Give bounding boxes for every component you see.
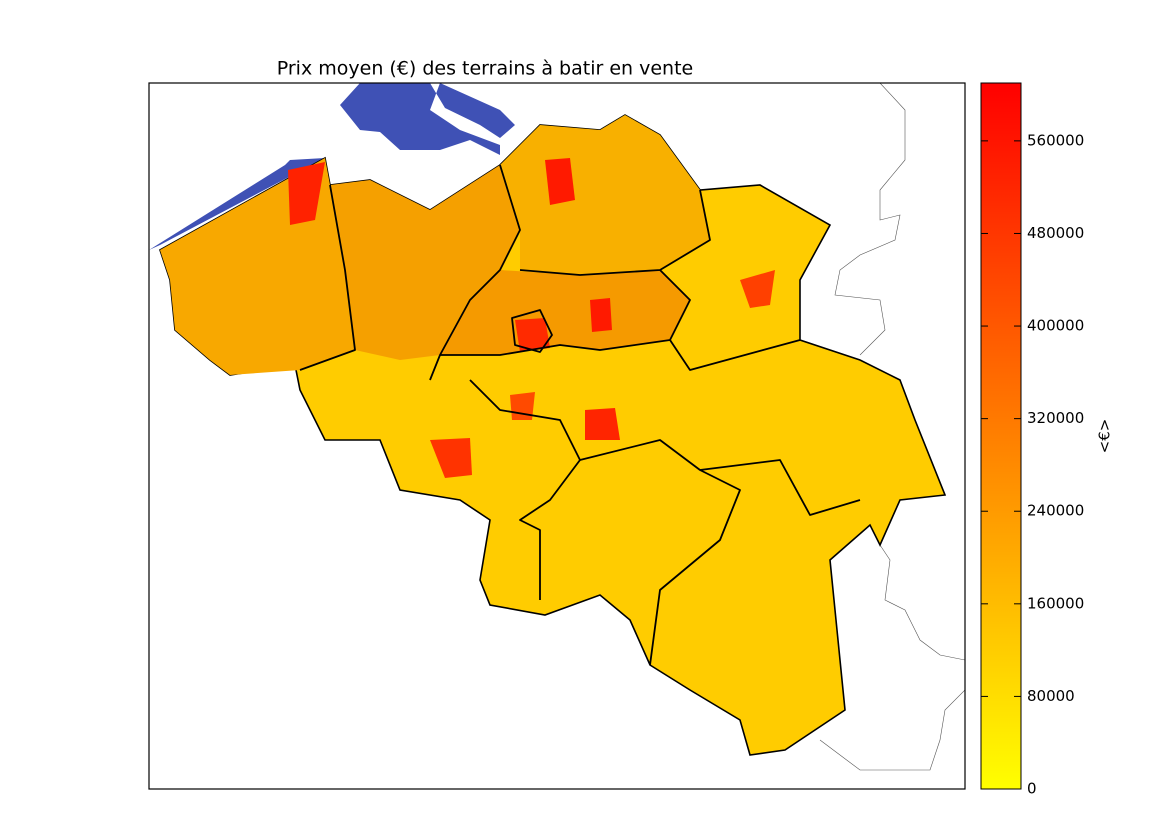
colorbar-tick-label: 160000 <box>1027 594 1084 612</box>
sea <box>149 83 515 250</box>
colorbar <box>980 82 1022 790</box>
border-fr <box>819 689 965 771</box>
map <box>149 83 965 771</box>
brabant <box>440 270 690 355</box>
flanders-east <box>330 165 520 360</box>
hot-7 <box>545 158 575 205</box>
border-de-lu <box>879 544 965 661</box>
colorbar-label: <€> <box>1096 419 1114 454</box>
hot-2 <box>515 318 550 352</box>
brussels <box>511 309 553 353</box>
map-title: Prix moyen (€) des terrains à batir en v… <box>277 58 693 80</box>
hot-1 <box>288 162 325 225</box>
hot-6 <box>740 270 775 308</box>
map-frame <box>148 82 966 790</box>
colorbar-ticks: 0 80000 160000 240000 320000 400000 480000 5600… <box>981 131 1084 798</box>
region-border <box>669 339 801 371</box>
colorbar-tick-label: 400000 <box>1027 317 1084 335</box>
colorbar-tick-label: 80000 <box>1027 687 1075 705</box>
region-border <box>699 459 861 516</box>
hot-3 <box>590 298 612 332</box>
border-nl <box>834 83 906 356</box>
region-border <box>469 379 581 600</box>
colorbar-tick-label: 480000 <box>1027 224 1084 242</box>
hot-4 <box>585 408 620 440</box>
region-border <box>299 184 356 371</box>
colorbar-tick-label: 560000 <box>1027 131 1084 149</box>
region-border <box>579 439 741 666</box>
colorbar-tick-label: 320000 <box>1027 409 1084 427</box>
colorbar-tick-label: 0 <box>1027 780 1037 798</box>
region-border <box>440 269 691 356</box>
antwerp <box>500 115 710 275</box>
colorbar-tick-label: 240000 <box>1027 502 1084 520</box>
hot-5 <box>430 438 472 478</box>
region-border <box>429 164 521 381</box>
